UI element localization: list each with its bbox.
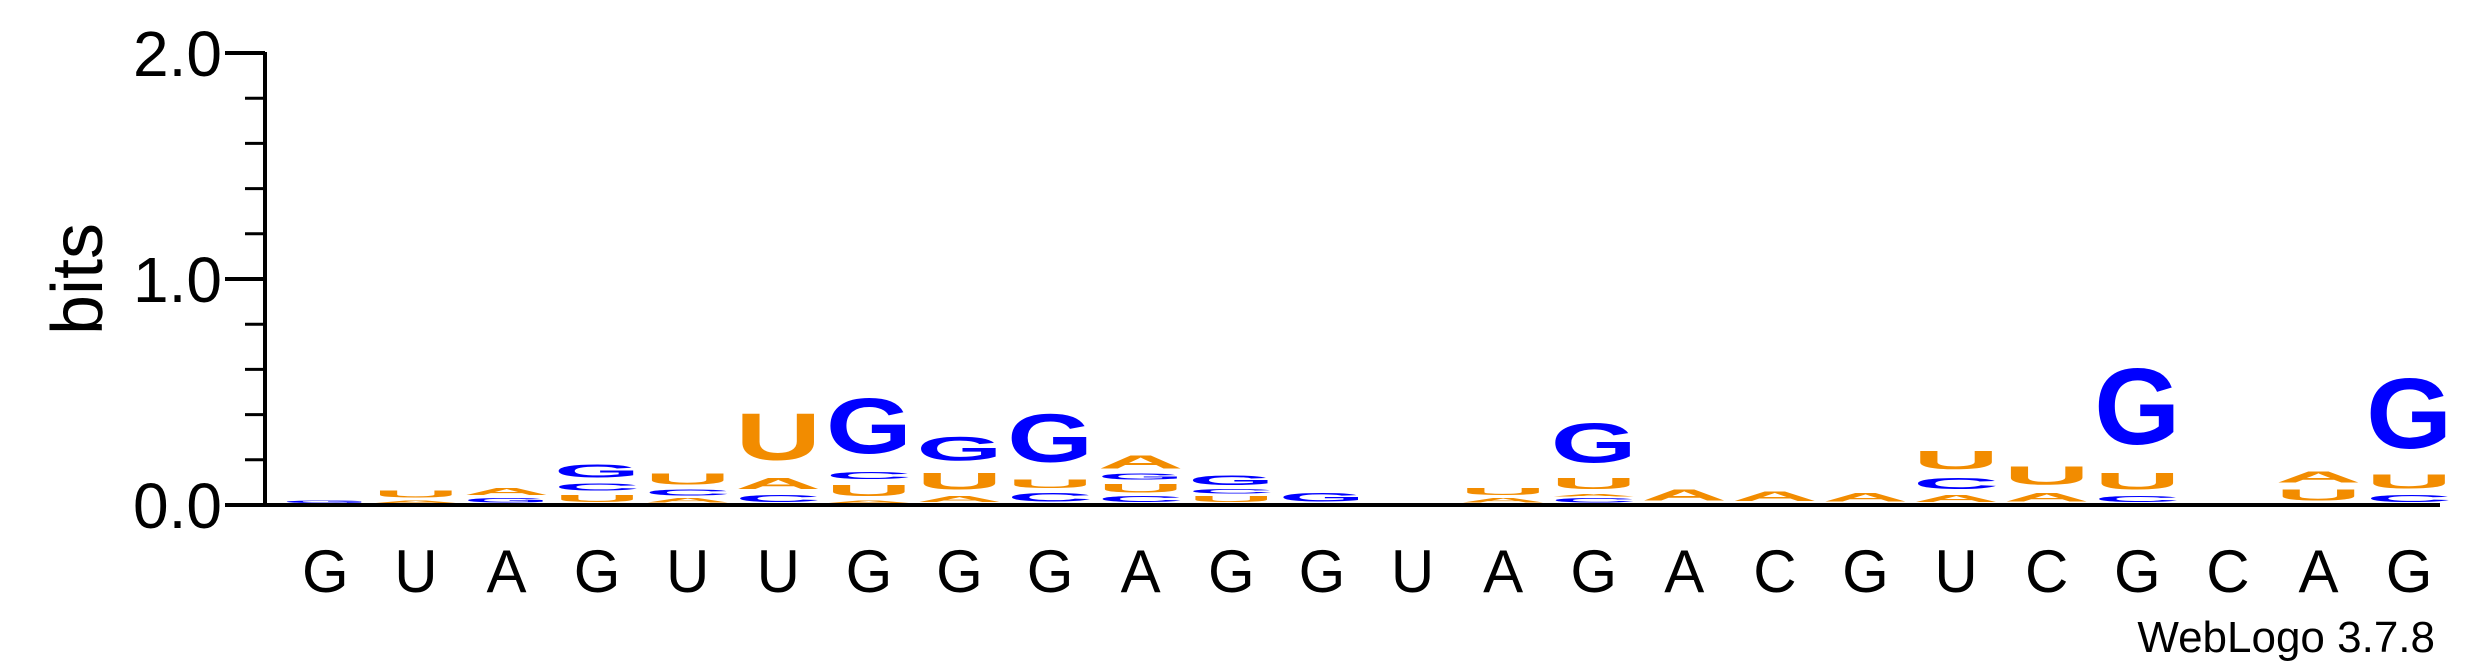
x-tick-label-1: G: [302, 538, 349, 605]
logo-letter-u-pos-7: U: [826, 482, 912, 500]
logo-letter-c-pos-10: C: [1098, 495, 1184, 504]
y-tick-label-0: 0.0: [133, 470, 222, 542]
y-tick-label-2: 2.0: [133, 18, 222, 90]
x-tick-label-3: A: [486, 538, 526, 605]
x-tick-label-6: U: [757, 538, 800, 605]
logo-letter-u-pos-21: U: [2094, 468, 2180, 495]
logo-letter-g-pos-10: G: [1098, 472, 1184, 481]
x-tick-label-17: C: [1753, 538, 1796, 605]
logo-letter-u-pos-9: U: [1007, 477, 1093, 491]
logo-letter-c-pos-7: C: [826, 470, 912, 481]
x-tick-label-22: C: [2206, 538, 2249, 605]
x-tick-label-2: U: [394, 538, 437, 605]
x-tick-label-23: A: [2298, 538, 2338, 605]
logo-letter-a-pos-17: A: [1732, 488, 1818, 504]
logo-letter-c-pos-21: C: [2094, 495, 2180, 504]
logo-letter-u-pos-4: U: [554, 493, 640, 504]
x-tick-label-11: G: [1208, 538, 1255, 605]
logo-letter-c-pos-24: C: [2366, 493, 2452, 504]
logo-letter-a-pos-10: A: [1098, 452, 1184, 472]
y-tick-labels: 0.0 1.0 2.0: [133, 18, 222, 542]
logo-letter-c-pos-19: C: [1913, 475, 1999, 493]
logo-letter-u-pos-20: U: [2004, 461, 2090, 490]
logo-letter-a-pos-23: A: [2275, 468, 2361, 486]
logo-letter-c-pos-6: C: [735, 493, 821, 504]
logo-letter-a-pos-3: A: [463, 486, 549, 497]
logo-letter-u-pos-24: U: [2366, 470, 2452, 492]
x-tick-label-21: G: [2114, 538, 2161, 605]
logo-letter-c-pos-15: C: [1551, 497, 1637, 504]
x-tick-label-24: G: [2386, 538, 2433, 605]
x-tick-label-15: G: [1570, 538, 1617, 605]
x-tick-label-8: G: [936, 538, 983, 605]
logo-glyph-layer: GAUGAUCGACUCAUAUCGAUGCUGCUGAUCGGUAUCAUGA…: [282, 347, 2452, 504]
logo-letter-a-pos-18: A: [1822, 490, 1908, 504]
logo-letter-c-pos-5: C: [645, 488, 731, 497]
logo-letter-g-pos-15: G: [1551, 412, 1637, 475]
logo-letter-g-pos-7: G: [826, 382, 912, 470]
logo-letter-a-pos-2: A: [373, 499, 459, 503]
logo-letter-a-pos-5: A: [645, 497, 731, 504]
x-tick-label-10: A: [1121, 538, 1161, 605]
logo-letter-g-pos-4: G: [554, 461, 640, 481]
logo-letter-a-pos-14: A: [1460, 497, 1546, 504]
logo-letter-a-pos-20: A: [2004, 490, 2090, 504]
logo-letter-u-pos-5: U: [645, 470, 731, 488]
logo-letter-g-pos-9: G: [1007, 401, 1093, 477]
y-axis-ticks: [225, 51, 265, 507]
x-tick-label-12: G: [1299, 538, 1346, 605]
x-tick-label-16: A: [1664, 538, 1704, 605]
logo-letter-u-pos-10: U: [1098, 481, 1184, 495]
logo-letter-c-pos-11: C: [1188, 488, 1274, 495]
logo-letter-u-pos-8: U: [917, 468, 1003, 495]
x-tick-label-7: G: [846, 538, 893, 605]
x-tick-label-18: G: [1842, 538, 1889, 605]
y-tick-label-1: 1.0: [133, 244, 222, 316]
logo-letter-a-pos-15: A: [1551, 493, 1637, 497]
x-tick-label-20: C: [2025, 538, 2068, 605]
x-tick-label-4: G: [574, 538, 621, 605]
x-tick-label-14: A: [1483, 538, 1523, 605]
logo-letter-g-pos-21: G: [2094, 347, 2180, 468]
logo-letter-u-pos-11: U: [1188, 495, 1274, 504]
x-tick-label-9: G: [1027, 538, 1074, 605]
logo-letter-g-pos-24: G: [2366, 358, 2452, 470]
logo-letter-a-pos-7: A: [826, 499, 912, 503]
logo-letter-g-pos-11: G: [1188, 472, 1274, 488]
logo-letter-a-pos-6: A: [735, 475, 821, 493]
logo-letter-g-pos-1: G: [282, 499, 368, 504]
logo-letter-g-pos-8: G: [917, 430, 1003, 468]
logo-letter-u-pos-15: U: [1551, 475, 1637, 493]
logo-letter-a-pos-16: A: [1641, 486, 1727, 504]
logo-letter-u-pos-2: U: [373, 488, 459, 499]
logo-letter-u-pos-14: U: [1460, 486, 1546, 497]
logo-letter-g-pos-12: G: [1279, 490, 1365, 504]
logo-letter-u-pos-19: U: [1913, 446, 1999, 475]
logo-letter-c-pos-4: C: [554, 481, 640, 492]
x-tick-label-5: U: [666, 538, 709, 605]
x-tick-label-19: U: [1934, 538, 1977, 605]
logo-letter-a-pos-19: A: [1913, 493, 1999, 504]
logo-letter-c-pos-9: C: [1007, 490, 1093, 504]
logo-letter-u-pos-23: U: [2275, 486, 2361, 504]
x-tick-label-13: U: [1391, 538, 1434, 605]
y-axis-label: bits: [38, 223, 118, 335]
logo-letter-g-pos-3: G: [464, 497, 550, 504]
logo-letter-u-pos-6: U: [735, 401, 821, 475]
weblogo-credit: WebLogo 3.7.8: [2137, 613, 2435, 662]
logo-letter-a-pos-8: A: [917, 495, 1003, 504]
